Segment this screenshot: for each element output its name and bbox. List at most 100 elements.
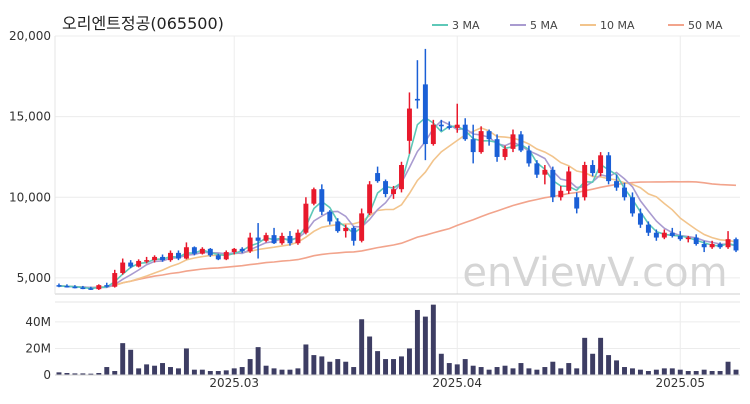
candle-body [502, 148, 508, 157]
legend-label: 50 MA [688, 19, 723, 32]
x-tick-label: 2025.05 [655, 376, 705, 390]
candle-body [207, 248, 213, 256]
volume-bar [422, 316, 428, 375]
volume-bar [144, 364, 150, 375]
candle-body [160, 256, 165, 261]
volume-bar [327, 361, 333, 375]
candle-body [542, 169, 548, 175]
candle-body [518, 134, 524, 151]
candle-body [351, 227, 357, 241]
candle-body [112, 273, 118, 287]
volume-bar [494, 367, 500, 375]
volume-gridlines [55, 301, 740, 375]
candle-body [319, 189, 325, 212]
volume-bar [311, 355, 317, 375]
volume-bar [223, 370, 229, 375]
volume-bar [725, 361, 731, 375]
candle-body [462, 124, 468, 140]
candle-body [64, 285, 70, 288]
volume-bar [677, 369, 683, 375]
candle-body [136, 260, 142, 267]
volume-bar [239, 367, 245, 375]
volume-bar [669, 368, 675, 375]
candle-body [183, 247, 189, 259]
candle-body [343, 227, 349, 232]
volume-bar [199, 369, 205, 375]
candle-body [239, 248, 245, 252]
volume-bar [590, 353, 596, 375]
volume-bar [701, 369, 707, 375]
candle-body [88, 288, 94, 290]
candle-body [391, 189, 396, 195]
candle-body [701, 244, 707, 248]
volume-bar [414, 309, 420, 375]
volume-tick-label: 0 [43, 368, 51, 382]
volume-bar [526, 368, 532, 375]
candle-body [303, 203, 309, 233]
candle-body [637, 213, 643, 225]
volume-bar [733, 369, 739, 375]
volume-bar [645, 371, 651, 375]
price-tick-label: 20,000 [9, 29, 51, 43]
volume-bar [96, 373, 102, 375]
volume-tick-label: 40M [25, 315, 51, 329]
candle-body [510, 134, 516, 149]
volume-bar [56, 372, 62, 375]
candle-body [486, 131, 492, 140]
volume-bar [406, 348, 412, 375]
candle-body [630, 197, 635, 214]
volume-bar [518, 363, 524, 375]
candle-body [717, 244, 723, 248]
candle-body [152, 256, 158, 261]
candle-body [199, 248, 205, 254]
volume-bar [653, 369, 659, 375]
candle-body [534, 163, 540, 175]
x-tick-label: 2025.04 [432, 376, 482, 390]
candle-body [327, 211, 333, 222]
candle-body [685, 237, 691, 240]
volume-bar [717, 371, 723, 375]
candle-body [311, 189, 317, 204]
candle-body [558, 190, 564, 198]
volume-bar [112, 371, 118, 375]
candle-body [669, 232, 675, 236]
candle-body [550, 169, 556, 198]
volume-bar [128, 349, 134, 375]
volume-bar [295, 368, 301, 375]
volume-bar [160, 363, 165, 375]
volume-bar [430, 304, 436, 375]
candle-body [606, 155, 612, 182]
candle-body [582, 165, 588, 198]
volume-bar [136, 368, 142, 375]
candle-body [104, 285, 110, 287]
candle-body [375, 173, 381, 182]
candle-body [725, 239, 731, 248]
volume-bar [80, 373, 86, 375]
candle-body [191, 247, 197, 254]
volume-bar [574, 368, 580, 375]
candle-body [215, 255, 221, 260]
watermark: enViewV.com [462, 250, 727, 296]
candle-body [120, 262, 126, 274]
volume-bar [542, 367, 548, 375]
volume-bar [359, 319, 365, 375]
candle-body [72, 286, 78, 289]
volume-bar [566, 363, 572, 375]
volume-bar [303, 344, 309, 375]
volume-bar [446, 363, 452, 375]
volume-bar [247, 359, 253, 375]
candle-body [335, 221, 341, 232]
candle-body [175, 252, 181, 259]
volume-bar [88, 373, 94, 375]
volume-bar [606, 355, 612, 375]
candle-body [422, 84, 428, 145]
candle-body [622, 187, 627, 198]
volume-bar [454, 364, 460, 375]
price-gridlines [55, 35, 740, 294]
candle-body [574, 197, 580, 209]
volume-bar [685, 371, 691, 375]
candle-body [709, 244, 715, 248]
legend-label: 5 MA [530, 19, 558, 32]
volume-tick-label: 20M [25, 341, 51, 355]
